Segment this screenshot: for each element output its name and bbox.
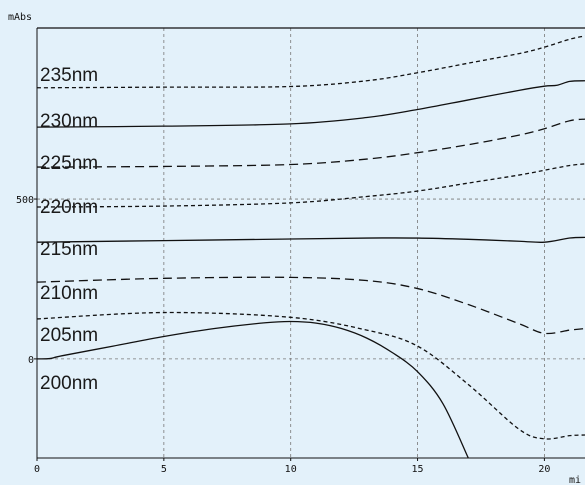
series-label-210nm: 210nm bbox=[40, 283, 98, 304]
x-tick-label: 0 bbox=[34, 464, 40, 475]
series-label-205nm: 205nm bbox=[40, 325, 98, 346]
series-line-230nm bbox=[36, 80, 585, 128]
series-line-235nm bbox=[36, 35, 585, 89]
series-label-225nm: 225nm bbox=[40, 153, 98, 174]
series-line-210nm bbox=[36, 276, 585, 335]
y-tick-label: 0 bbox=[28, 355, 34, 366]
x-tick-label: 10 bbox=[285, 464, 297, 475]
x-tick-label: 5 bbox=[161, 464, 167, 475]
x-tick-label: 20 bbox=[538, 464, 550, 475]
series-label-220nm: 220nm bbox=[40, 197, 98, 218]
series-label-200nm: 200nm bbox=[40, 373, 98, 394]
y-tick-label: 500 bbox=[16, 195, 34, 206]
series-label-215nm: 215nm bbox=[40, 239, 98, 260]
series-line-220nm bbox=[36, 163, 585, 208]
series-line-205nm bbox=[36, 311, 585, 440]
x-tick-label: 15 bbox=[412, 464, 424, 475]
series-line-225nm bbox=[36, 118, 585, 168]
series-line-200nm bbox=[36, 320, 469, 459]
series-label-230nm: 230nm bbox=[40, 111, 98, 132]
series-label-235nm: 235nm bbox=[40, 65, 98, 86]
y-axis-title: mAbs bbox=[8, 12, 32, 23]
series-line-215nm bbox=[36, 236, 585, 243]
x-axis-title: mi bbox=[569, 475, 581, 485]
